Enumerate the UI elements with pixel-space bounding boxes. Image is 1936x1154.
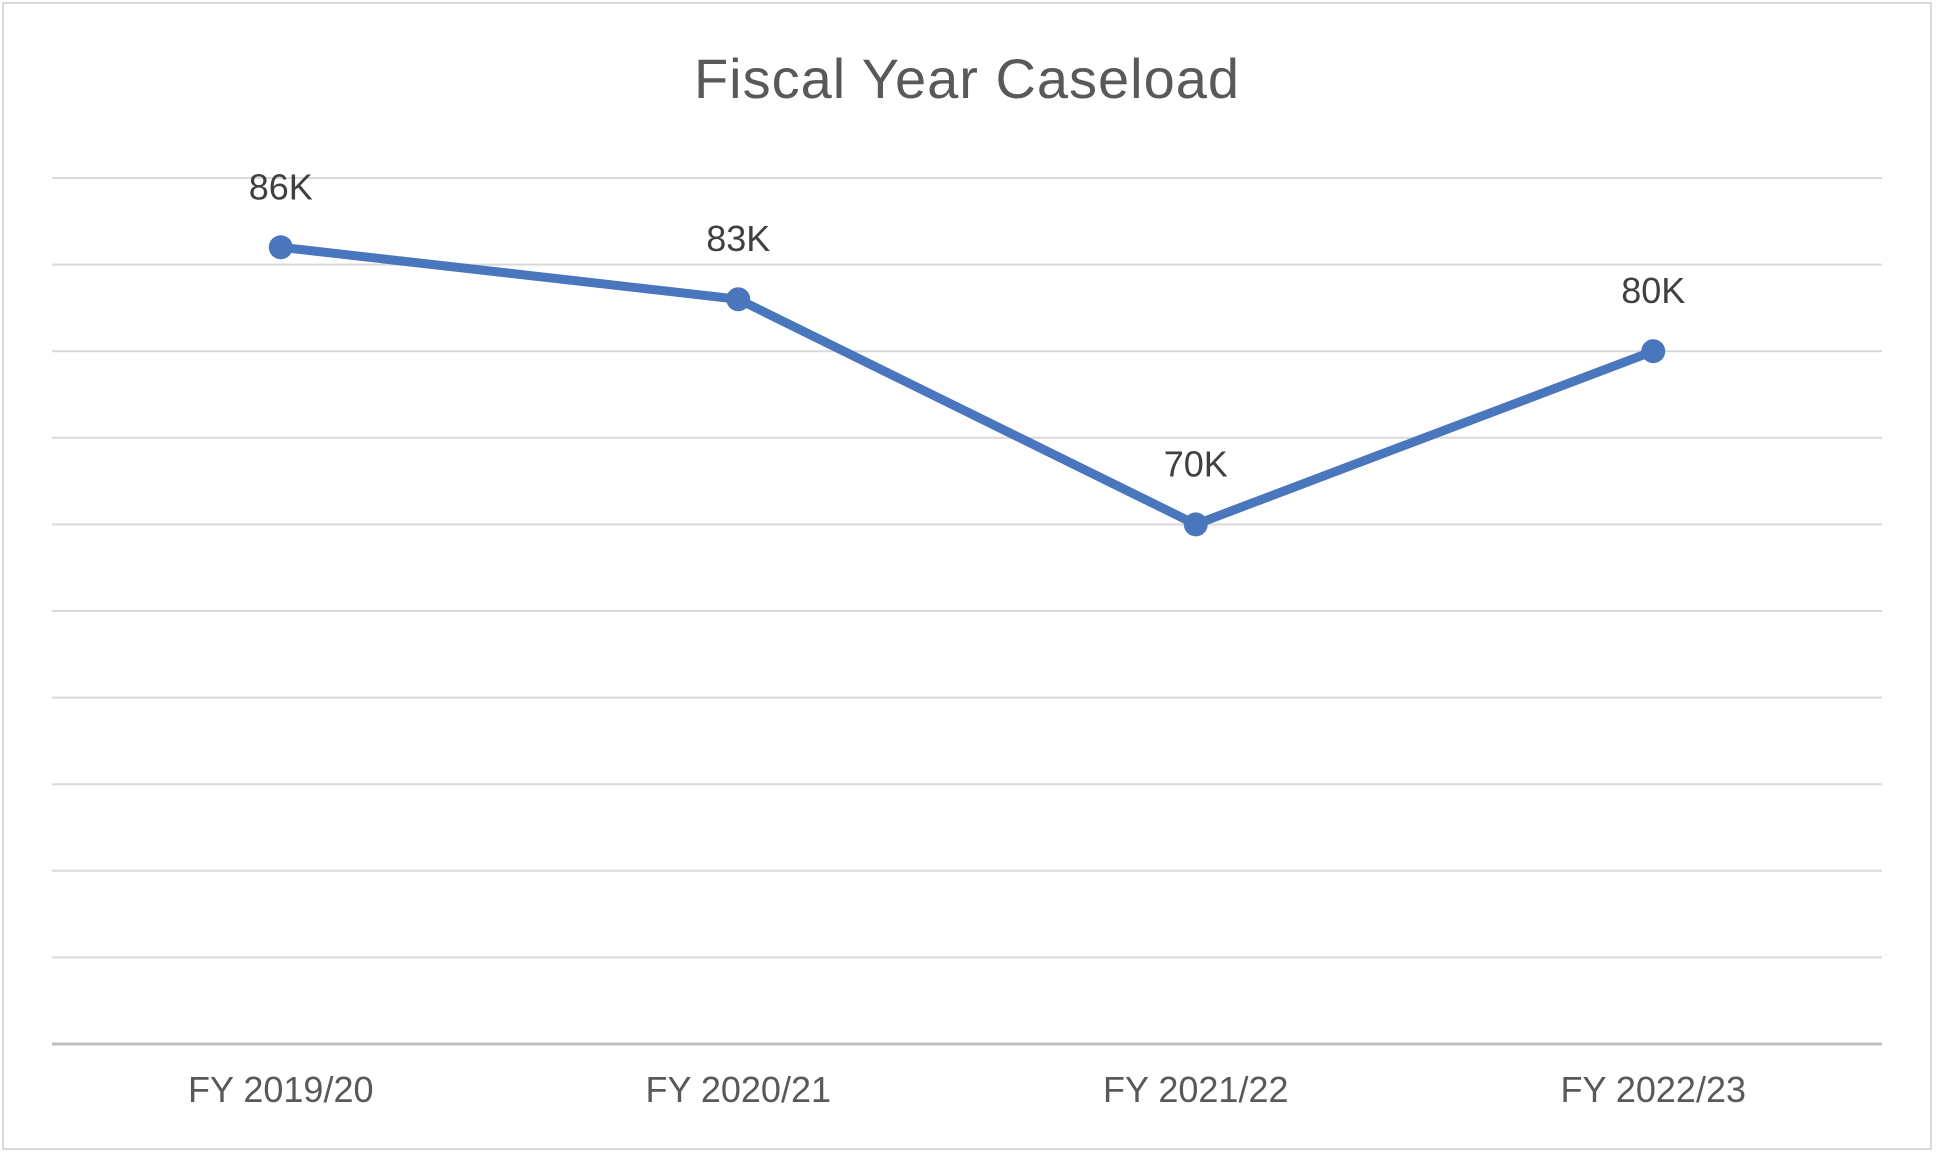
- x-tick-label: FY 2020/21: [646, 1069, 831, 1110]
- data-label: 70K: [1164, 443, 1228, 484]
- data-point: [1641, 339, 1666, 364]
- x-tick-label: FY 2022/23: [1561, 1069, 1746, 1110]
- data-points: [268, 235, 1666, 537]
- data-labels: 86K 83K 70K 80K: [249, 166, 1686, 484]
- data-point: [726, 287, 751, 312]
- data-label: 86K: [249, 166, 313, 207]
- data-label: 80K: [1621, 270, 1685, 311]
- series-line-path: [276, 242, 1658, 529]
- x-tick-label: FY 2019/20: [188, 1069, 373, 1110]
- series-line: [276, 242, 1658, 529]
- x-tick-label: FY 2021/22: [1103, 1069, 1288, 1110]
- data-label: 83K: [706, 218, 770, 259]
- chart-title: Fiscal Year Caseload: [693, 47, 1241, 110]
- x-tick-labels: FY 2019/20 FY 2020/21 FY 2021/22 FY 2022/23: [188, 1069, 1746, 1110]
- data-point: [268, 235, 293, 260]
- data-point: [1183, 512, 1208, 537]
- gridlines: [52, 177, 1882, 959]
